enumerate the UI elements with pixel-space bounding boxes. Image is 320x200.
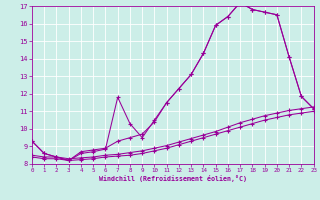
X-axis label: Windchill (Refroidissement éolien,°C): Windchill (Refroidissement éolien,°C) [99,175,247,182]
